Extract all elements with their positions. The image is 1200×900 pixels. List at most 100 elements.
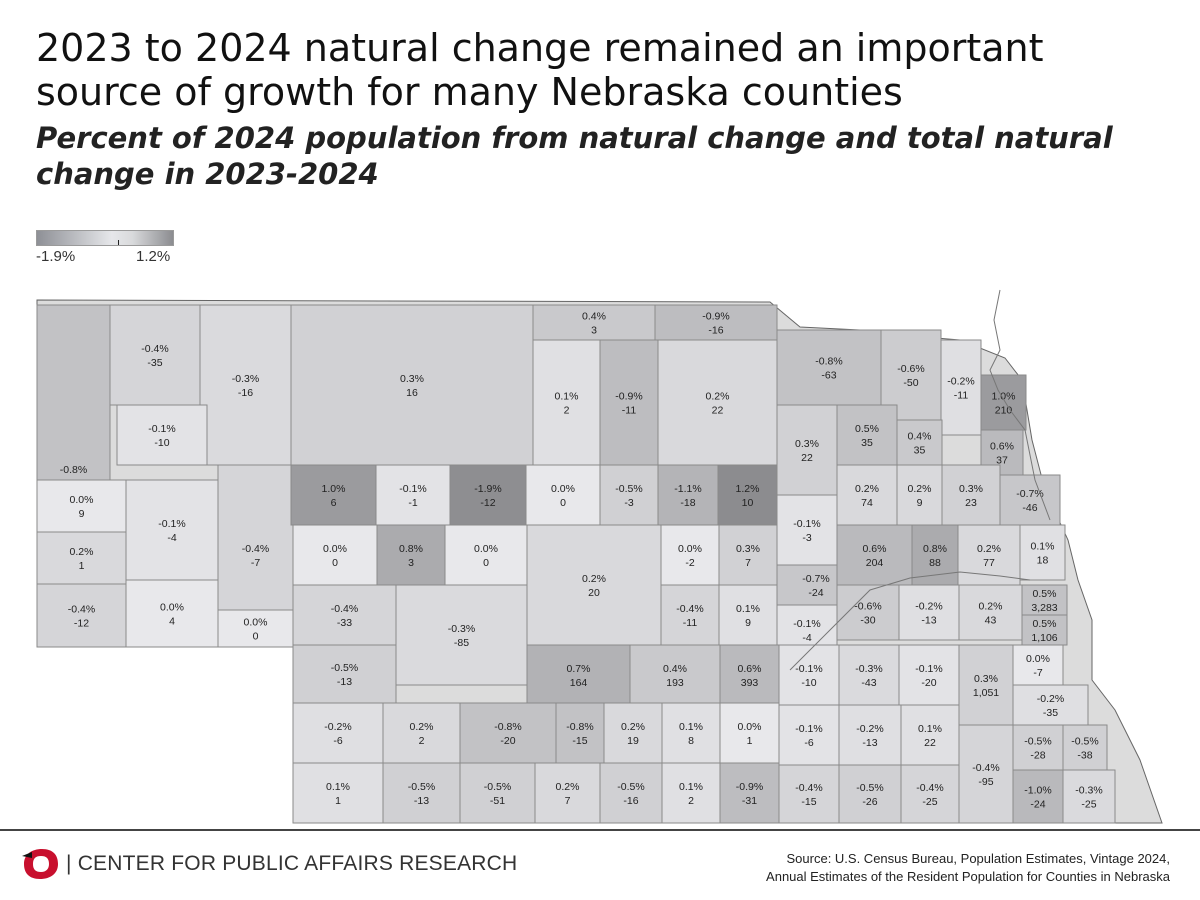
county-change-label: 23 [965,497,977,509]
county-shape [838,764,902,824]
county-shape [957,524,1021,586]
county-change-label: -24 [808,587,823,599]
county-shape [778,764,840,824]
county-change-label: 8 [688,735,694,747]
county-percent-label: -0.4% [242,543,269,555]
county-percent-label: -1.1% [674,483,701,495]
county: -0.1% -10 [778,644,840,706]
county-change-label: -12 [74,618,89,630]
county: 0.0% -7 [1012,644,1064,686]
county-change-label: -16 [238,387,253,399]
county-change-label: 3 [591,325,597,337]
county-percent-label: -0.3% [855,663,882,675]
county-change-label: -15 [801,796,816,808]
county-change-label: -1 [408,497,417,509]
county-shape [376,524,446,586]
county-change-label: -3 [802,532,811,544]
county-change-label: 164 [570,677,588,689]
county-shape [718,524,778,586]
county-change-label: -6 [804,737,813,749]
county: 1.2% 10 [717,464,778,526]
county-shape [776,329,882,406]
county-percent-label: 1.2% [736,483,760,495]
county-shape [599,762,663,824]
county: 0.0% 0 [292,524,378,586]
county-shape [661,702,721,764]
county-shape [1062,724,1108,771]
county-percent-label: 0.1% [326,781,350,793]
county-change-label: -13 [414,795,429,807]
source-line-2: Annual Estimates of the Resident Populat… [766,869,1170,884]
county-percent-label: 0.2% [979,601,1003,613]
county: -0.2% -11 [940,339,982,436]
county-shape [599,464,659,526]
county-percent-label: 0.0% [474,543,498,555]
county: 0.0% 0 [217,609,294,648]
county-percent-label: 1.0% [322,483,346,495]
county-percent-label: -0.1% [148,423,175,435]
county: -0.4% -12 [36,583,127,648]
county-percent-label: -0.5% [1071,736,1098,748]
county-change-label: -20 [500,735,515,747]
county-shape [199,304,292,466]
county: -0.7% -46 [999,474,1061,526]
county-percent-label: -0.9% [615,391,642,403]
county: 0.3% 23 [941,464,1001,526]
county-percent-label: 0.6% [990,441,1014,453]
county-change-label: 10 [742,497,754,509]
county-percent-label: -0.2% [947,376,974,388]
county-percent-label: 0.3% [400,373,424,385]
county-change-label: -51 [490,795,505,807]
county-percent-label: 0.0% [160,602,184,614]
county-percent-label: 0.6% [738,663,762,675]
county-change-label: 19 [627,735,639,747]
county-change-label: -85 [454,637,469,649]
county: -0.3% -43 [838,644,900,706]
county-change-label: 7 [565,795,571,807]
county-percent-label: -0.5% [408,781,435,793]
county: 0.2% 9 [896,464,943,526]
county-percent-label: -0.8% [60,464,87,476]
county-shape [719,762,780,824]
county: -1.1% -18 [657,464,719,526]
county-change-label: -95 [978,776,993,788]
county-change-label: 1 [79,560,85,572]
county-percent-label: 0.0% [244,617,268,629]
county-percent-label: 0.4% [663,663,687,675]
county-change-label: -10 [801,677,816,689]
county: 0.0% 9 [36,479,127,533]
county-change-label: 1 [335,795,341,807]
county-percent-label: 0.1% [918,723,942,735]
county-change-label: 0 [483,557,489,569]
county-change-label: 204 [866,557,884,569]
county-change-label: -15 [572,735,587,747]
county: -0.1% -3 [776,494,838,566]
county-shape [109,304,201,406]
county-change-label: 22 [712,405,724,417]
county: 0.3% 22 [776,404,838,496]
county-percent-label: 0.8% [923,543,947,555]
county: -0.4% -95 [958,724,1014,824]
county-change-label: 35 [914,445,926,457]
county-percent-label: 0.2% [706,391,730,403]
county: -0.9% -11 [599,339,659,466]
county: -0.2% -35 [1012,684,1089,726]
county-percent-label: -0.4% [68,604,95,616]
county: -1.0% -24 [1012,769,1064,824]
county: 0.3% 16 [290,304,534,466]
county-percent-label: 0.2% [977,543,1001,555]
county: 0.0% 4 [125,579,219,648]
county-percent-label: -0.5% [617,781,644,793]
county-shape [125,579,219,648]
county-shape [382,762,461,824]
county-percent-label: -0.1% [399,483,426,495]
county-change-label: 88 [929,557,941,569]
county-percent-label: 0.6% [863,543,887,555]
county-percent-label: -0.1% [793,618,820,630]
county: 0.1% 9 [718,584,778,646]
county-change-label: 193 [666,677,684,689]
county-change-label: -25 [1081,799,1096,811]
county: -0.5% -16 [599,762,663,824]
county: -0.4% -15 [778,764,840,824]
legend-gradient-bar [36,230,174,246]
